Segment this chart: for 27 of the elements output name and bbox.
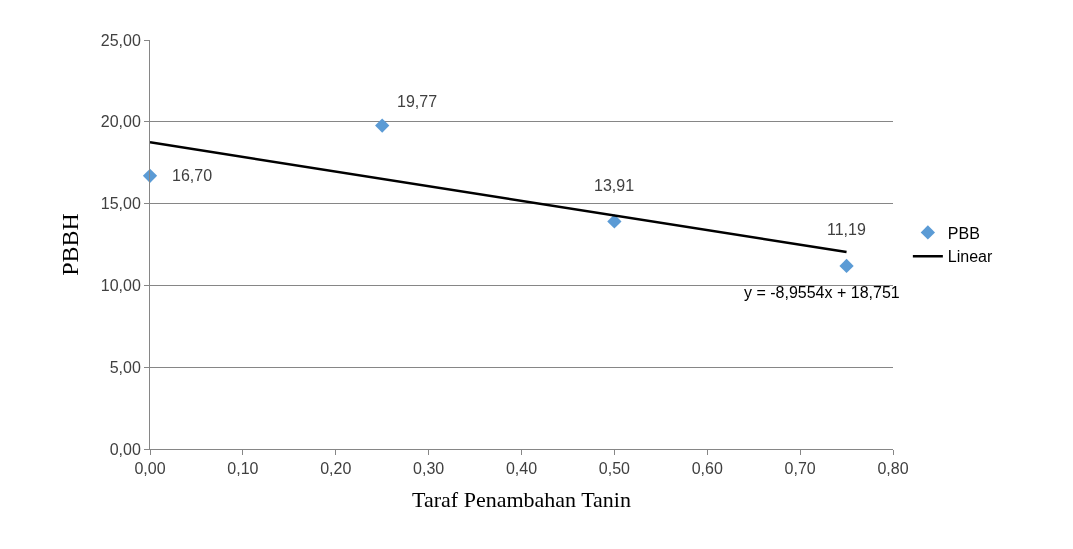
x-tick-label: 0,80 <box>877 460 909 478</box>
x-tick-label: 0,10 <box>227 460 259 478</box>
x-axis-title: Taraf Penambahan Tanin <box>412 487 631 513</box>
y-tick-label: 0,00 <box>109 440 141 458</box>
data-label: 11,19 <box>827 221 866 238</box>
data-label: 16,70 <box>172 167 213 184</box>
x-tick-label: 0,30 <box>413 460 445 478</box>
point <box>375 118 390 133</box>
legend-label: PBB <box>947 224 980 242</box>
legend-label: Linear <box>947 248 994 266</box>
x-tick-label: 0,20 <box>320 460 352 478</box>
y-axis-title: PBBH <box>56 213 83 276</box>
y-tick-label: 25,00 <box>100 31 141 49</box>
point <box>839 258 854 274</box>
x-tick-label: 0,50 <box>598 460 631 478</box>
y-tick-label: 15,00 <box>100 195 141 213</box>
x-tick-label: 0,00 <box>134 460 166 478</box>
x-tick-label: 0,70 <box>784 460 816 478</box>
y-tick-label: 20,00 <box>100 113 141 131</box>
data-label: 13,91 <box>594 177 635 194</box>
data-label: 19,77 <box>397 93 438 110</box>
y-tick-label: 10,00 <box>100 277 141 294</box>
annotation: y = -8,9554x + 18,751 <box>744 284 900 301</box>
x-tick-label: 0,60 <box>691 460 723 478</box>
point <box>607 214 622 229</box>
x-tick-label: 0,40 <box>505 460 538 478</box>
y-tick-label: 5,00 <box>109 358 141 376</box>
